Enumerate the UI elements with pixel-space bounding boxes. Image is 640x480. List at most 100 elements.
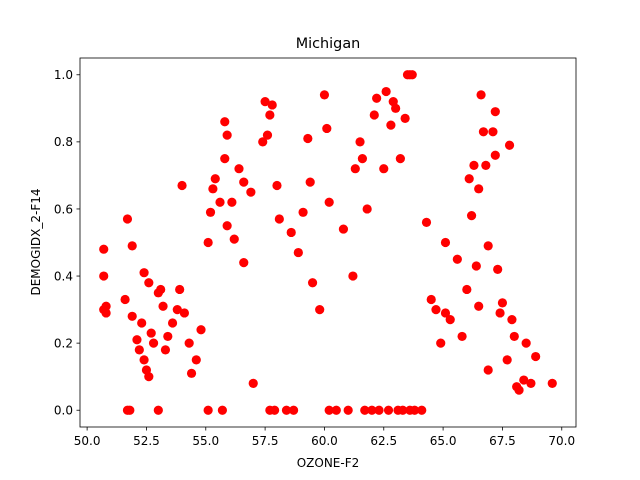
data-point [440,237,451,248]
data-point [521,338,531,348]
data-point [367,405,377,415]
data-point [99,271,109,281]
data-point [144,278,154,288]
data-point [127,311,137,321]
data-point [493,264,503,274]
data-point [355,137,365,147]
data-point [462,284,472,295]
data-point [476,90,486,100]
y-tick-label: 0.4 [54,269,73,283]
y-tick-label: 1.0 [54,68,73,82]
data-point [139,268,149,278]
data-point [398,405,408,415]
data-point [305,177,315,187]
data-point [526,378,536,388]
data-point [315,304,325,315]
data-point [272,180,282,191]
x-tick-label: 62.5 [370,434,397,448]
data-point [144,372,154,382]
data-point [488,127,498,137]
data-point [120,294,130,305]
data-point [395,154,405,164]
data-point [497,298,508,308]
data-point [307,278,318,288]
data-point [466,211,477,221]
data-point [474,184,484,194]
data-point [379,164,389,174]
data-point [239,177,249,187]
data-point [324,405,334,415]
data-point [210,174,220,184]
data-point [417,405,427,415]
data-point [132,335,142,345]
x-tick-label: 67.5 [489,434,516,448]
data-point [179,308,190,318]
data-point [431,304,441,315]
data-point [400,113,410,123]
data-point [222,221,232,231]
data-point [177,180,187,191]
data-point [502,355,512,365]
data-point [267,100,277,110]
data-point [175,284,185,295]
x-tick-label: 55.0 [192,434,219,448]
data-point [381,86,391,97]
y-axis-label: DEMOGIDX_2-F14 [29,188,43,295]
y-tick-label: 0.2 [54,336,73,350]
y-tick-label: 0.8 [54,135,73,149]
data-point [160,345,171,355]
data-point [156,284,166,295]
data-point [481,160,491,170]
data-point [288,405,299,415]
data-point [270,405,280,415]
data-point [360,405,370,415]
data-point [490,107,500,117]
x-axis-label: OZONE-F2 [297,456,360,470]
data-point [303,133,313,144]
data-point [153,405,163,415]
data-point [99,244,109,254]
data-point [127,241,137,251]
data-point [298,207,308,217]
data-point [134,345,144,355]
data-point [350,164,360,174]
x-tick-label: 70.0 [548,434,575,448]
data-point [227,197,237,207]
data-point [186,368,197,378]
data-point [293,247,303,258]
data-point [426,294,436,305]
data-point [146,328,156,338]
y-tick-label: 0.0 [54,404,73,418]
data-point [509,331,519,342]
data-point [158,301,168,311]
data-point [514,385,524,395]
data-point [184,338,194,348]
data-point [471,261,481,271]
data-point [369,110,379,120]
data-point [452,254,462,264]
data-point [220,154,230,164]
data-point [374,405,384,415]
data-point [137,318,147,328]
data-point [286,227,296,238]
data-point [383,405,394,415]
data-point [410,405,420,415]
data-point [440,308,451,318]
data-point [203,237,213,248]
data-point [274,214,284,224]
data-point [507,315,517,325]
data-point [139,355,149,365]
chart-title: Michigan [296,36,361,52]
y-tick-label: 0.6 [54,202,73,216]
data-point [265,110,275,120]
data-point [215,197,225,207]
x-tick-label: 57.5 [252,434,279,448]
data-point [469,160,479,170]
data-point [338,224,349,234]
data-point [386,120,396,130]
data-point [474,301,484,311]
data-point [357,154,368,164]
data-point [217,405,227,415]
y-axis-ticks: 0.0 0.2 0.4 0.6 0.8 1.0 [54,68,80,418]
data-point [262,130,273,140]
